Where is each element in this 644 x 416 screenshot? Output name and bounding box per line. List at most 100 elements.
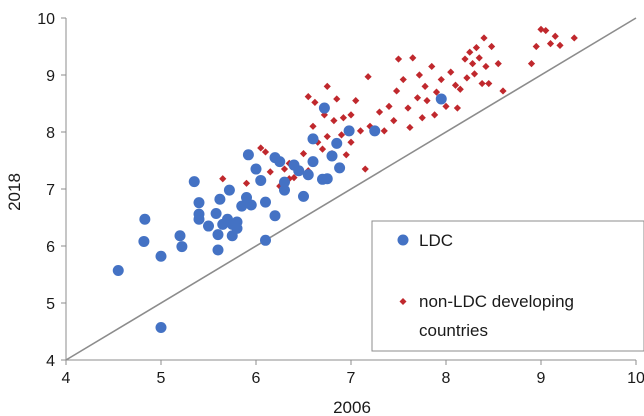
x-tick-label: 7 <box>347 370 356 387</box>
legend-label-non-ldc-line2: countries <box>419 321 488 340</box>
non-ldc-point <box>320 111 328 119</box>
ldc-point <box>260 196 271 208</box>
non-ldc-point <box>352 97 360 105</box>
ldc-point <box>203 220 214 232</box>
non-ldc-point <box>219 175 227 183</box>
non-ldc-point <box>318 145 327 153</box>
ldc-point <box>112 265 124 277</box>
data-points <box>112 25 578 334</box>
non-ldc-point <box>432 88 441 96</box>
non-ldc-point <box>333 95 341 103</box>
non-ldc-point <box>428 62 436 71</box>
non-ldc-point <box>393 87 401 95</box>
non-ldc-point <box>290 174 298 182</box>
non-ldc-point <box>280 165 289 173</box>
ldc-point <box>176 241 188 253</box>
non-ldc-point <box>478 79 486 88</box>
ldc-point <box>231 222 243 234</box>
non-ldc-point <box>266 168 274 176</box>
non-ldc-point <box>570 34 578 42</box>
ldc-point <box>435 93 447 105</box>
non-ldc-point <box>413 94 422 102</box>
non-ldc-point <box>442 102 450 110</box>
y-axis-title: 2018 <box>5 173 24 211</box>
non-ldc-point <box>309 122 317 130</box>
ldc-point <box>214 193 226 205</box>
non-ldc-point <box>470 70 479 78</box>
legend-label-ldc: LDC <box>419 231 453 250</box>
ldc-point <box>242 149 254 161</box>
non-ldc-point <box>456 85 464 93</box>
non-ldc-point <box>399 75 407 84</box>
non-ldc-point <box>472 44 480 52</box>
ldc-point <box>236 200 248 212</box>
ldc-point <box>250 163 262 175</box>
y-tick-label: 8 <box>46 125 55 142</box>
y-tick-label: 7 <box>46 182 55 199</box>
non-ldc-point <box>242 179 251 187</box>
non-ldc-point <box>532 42 540 51</box>
legend-box <box>371 220 644 352</box>
non-ldc-point <box>347 138 355 146</box>
ldc-point <box>331 137 343 149</box>
reference-line <box>65 17 637 361</box>
non-ldc-point <box>551 32 559 40</box>
non-ldc-point <box>447 68 455 76</box>
non-ldc-point <box>364 73 372 81</box>
non-ldc-point <box>347 111 355 119</box>
x-axis-title: 2006 <box>333 398 371 416</box>
non-ldc-point <box>390 117 398 125</box>
non-ldc-point <box>421 82 429 90</box>
non-ldc-point <box>404 104 412 112</box>
ldc-point <box>298 190 309 202</box>
non-ldc-point <box>453 104 461 112</box>
non-ldc-point <box>499 87 507 95</box>
ldc-point <box>193 208 205 220</box>
ldc-point <box>210 208 222 220</box>
non-ldc-point <box>385 102 393 110</box>
x-tick-label: 10 <box>627 370 644 387</box>
y-tick-label: 6 <box>46 239 55 256</box>
ldc-point <box>188 176 200 188</box>
non-ldc-point <box>469 60 477 68</box>
ldc-point <box>255 174 267 186</box>
non-ldc-point <box>323 132 331 141</box>
ldc-point <box>279 184 290 196</box>
ldc-point <box>212 229 224 241</box>
ldc-point <box>274 156 286 168</box>
non-ldc-point <box>418 114 426 122</box>
non-ldc-point <box>342 151 350 159</box>
y-tick-label: 9 <box>46 68 55 85</box>
x-tick-label: 8 <box>442 370 451 387</box>
non-ldc-point <box>406 123 414 132</box>
x-tick-label: 6 <box>252 370 261 387</box>
y-tick-label: 5 <box>46 296 55 313</box>
ldc-point <box>174 230 186 242</box>
ldc-point <box>138 235 150 247</box>
ldc-point <box>223 184 235 196</box>
non-ldc-point <box>437 75 445 84</box>
non-ldc-point <box>311 98 319 106</box>
non-ldc-point <box>356 127 365 135</box>
ldc-point <box>212 244 224 256</box>
legend-marker-ldc <box>397 234 409 246</box>
non-ldc-point <box>394 55 403 63</box>
ldc-point <box>155 322 167 334</box>
ldc-point <box>307 133 319 145</box>
non-ldc-point <box>556 41 564 49</box>
ldc-point <box>334 162 346 174</box>
non-ldc-point <box>361 165 369 173</box>
non-ldc-point <box>461 55 469 63</box>
ldc-point <box>279 176 290 188</box>
ldc-point <box>321 173 333 185</box>
non-ldc-point <box>339 114 347 122</box>
non-ldc-point <box>463 74 471 82</box>
non-ldc-point <box>323 82 331 90</box>
non-ldc-point <box>423 97 431 105</box>
non-ldc-point <box>380 127 388 135</box>
non-ldc-point <box>494 60 502 68</box>
non-ldc-point <box>488 42 496 51</box>
non-ldc-point <box>466 48 474 56</box>
non-ldc-point <box>546 40 555 48</box>
